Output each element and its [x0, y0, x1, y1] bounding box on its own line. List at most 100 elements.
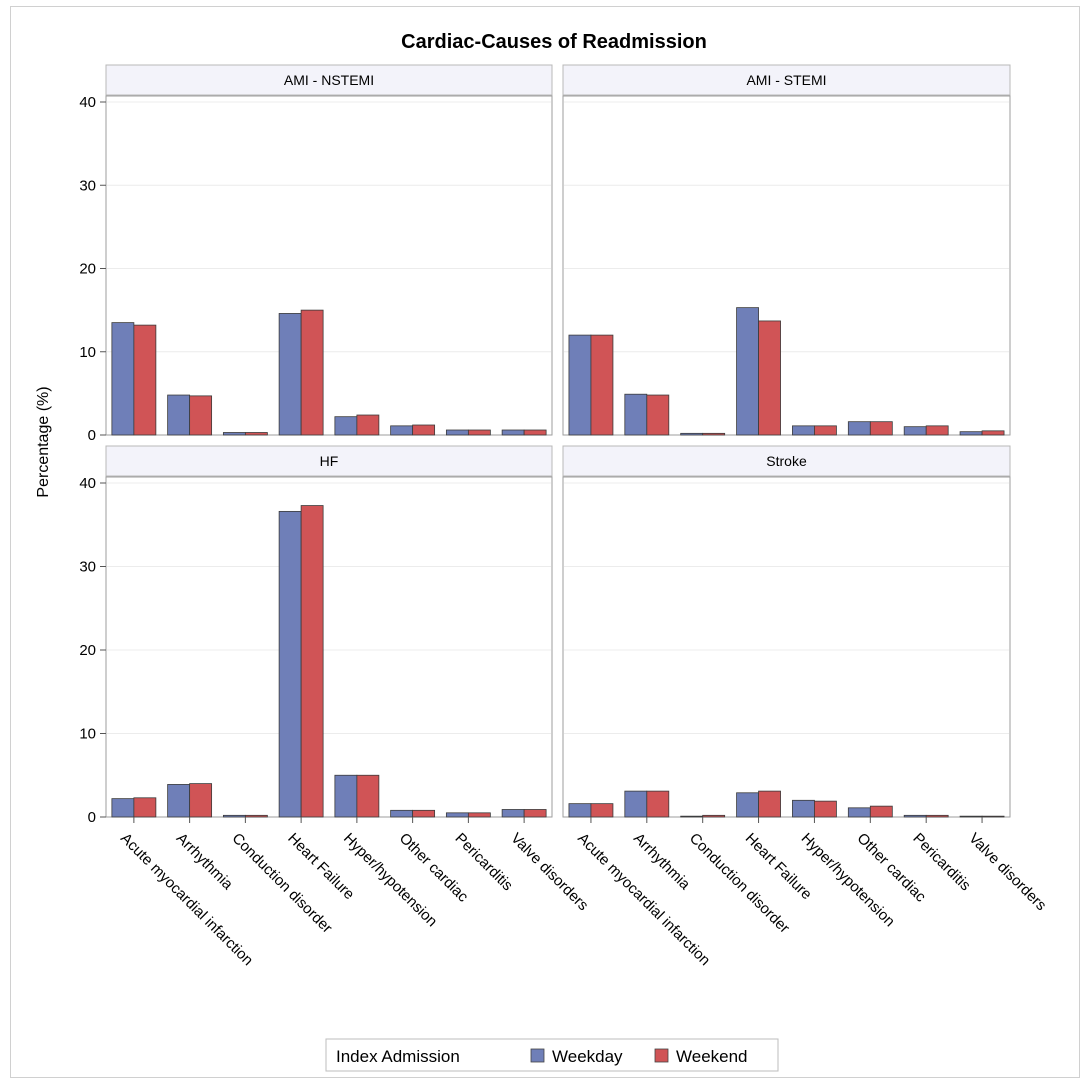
chart-title: Cardiac-Causes of Readmission — [401, 31, 707, 53]
bar-ami-stemi-valve-disorders-weekend — [981, 430, 1005, 436]
legend-border — [325, 1038, 779, 1072]
bar-stroke-arrhythmia-weekend — [646, 790, 670, 818]
y-axis-title: Percentage (%) — [35, 386, 52, 497]
bar-ami-stemi-arrhythmia-weekday — [624, 393, 648, 436]
panel-plot-area-ami-stemi — [562, 95, 1011, 436]
y-tick-label-ami-nstemi-0: 0 — [88, 427, 96, 444]
bar-ami-stemi-pericarditis-weekday — [903, 426, 927, 436]
bar-ami-stemi-acute-myocardial-infarction-weekday — [568, 334, 592, 436]
panel-plot-area-ami-nstemi — [105, 95, 553, 436]
bar-ami-nstemi-valve-disorders-weekend — [523, 429, 547, 436]
bar-hf-arrhythmia-weekend — [189, 783, 213, 818]
bar-ami-stemi-arrhythmia-weekend — [646, 394, 670, 436]
panel-stroke: Stroke — [562, 445, 1011, 823]
legend-swatch-weekend — [654, 1048, 669, 1063]
bar-ami-nstemi-other-cardiac-weekend — [412, 424, 436, 436]
panels-group: AMI - NSTEMI 0 10 20 30 40 AMI - STEMI HF 0 10 20 3… — [79, 64, 1011, 826]
y-tick-label-ami-nstemi-40: 40 — [79, 94, 96, 111]
panel-strip-label-ami-nstemi: AMI - NSTEMI — [284, 72, 374, 88]
bar-hf-pericarditis-weekend — [467, 812, 491, 818]
bar-stroke-valve-disorders-weekend — [981, 815, 1005, 818]
bar-ami-nstemi-heart-failure-weekend — [300, 309, 324, 436]
bar-ami-stemi-pericarditis-weekend — [925, 425, 949, 436]
chart-frame — [10, 6, 1080, 1078]
bar-ami-nstemi-pericarditis-weekend — [467, 429, 491, 436]
panel-plot-area-hf — [105, 476, 553, 818]
x-tick-label-stroke-valve-disorders: Valve disorders — [965, 830, 1049, 914]
legend-label-weekend: Weekend — [676, 1047, 748, 1066]
bar-hf-pericarditis-weekday — [445, 812, 469, 818]
panel-strip-label-stroke: Stroke — [766, 453, 807, 469]
bar-hf-heart-failure-weekday — [278, 510, 302, 818]
bar-ami-nstemi-pericarditis-weekday — [445, 429, 469, 436]
bar-hf-conduction-disorder-weekday — [222, 814, 246, 818]
x-tick-label-stroke-hyper-hypotension: Hyper/hypotension — [798, 830, 898, 930]
bar-ami-stemi-acute-myocardial-infarction-weekend — [590, 334, 614, 436]
bar-ami-stemi-hyper-hypotension-weekday — [792, 425, 815, 436]
bar-hf-hyper-hypotension-weekday — [334, 774, 358, 818]
bar-ami-nstemi-hyper-hypotension-weekday — [334, 416, 358, 436]
bar-hf-valve-disorders-weekend — [523, 809, 547, 818]
y-tick-label-hf-30: 30 — [79, 559, 96, 576]
x-tick-label-stroke-conduction-disorder: Conduction disorder — [686, 830, 793, 937]
bar-ami-nstemi-conduction-disorder-weekend — [244, 432, 268, 436]
panel-strip-ami-stemi — [562, 64, 1011, 96]
x-labels-group: Acute myocardial infarctionArrhythmiaCon… — [117, 830, 1050, 969]
panel-plot-area-stroke — [562, 476, 1011, 818]
y-tick-label-hf-0: 0 — [88, 809, 96, 826]
bar-hf-acute-myocardial-infarction-weekday — [111, 798, 135, 818]
bar-stroke-hyper-hypotension-weekday — [792, 799, 815, 818]
bar-stroke-conduction-disorder-weekday — [680, 815, 704, 818]
bar-ami-nstemi-arrhythmia-weekday — [167, 394, 191, 436]
y-tick-label-ami-nstemi-30: 30 — [79, 177, 96, 194]
bar-ami-nstemi-acute-myocardial-infarction-weekend — [133, 324, 157, 436]
bar-ami-stemi-other-cardiac-weekday — [847, 421, 871, 436]
y-tick-label-hf-20: 20 — [79, 642, 96, 659]
bar-stroke-other-cardiac-weekend — [869, 805, 893, 818]
legend: Index Admission Weekday Weekend — [325, 1038, 779, 1072]
legend-title: Index Admission — [336, 1047, 460, 1066]
bar-stroke-acute-myocardial-infarction-weekday — [568, 803, 592, 818]
bar-stroke-valve-disorders-weekday — [959, 815, 983, 818]
x-tick-label-hf-hyper-hypotension: Hyper/hypotension — [340, 830, 440, 930]
bar-ami-stemi-conduction-disorder-weekday — [680, 432, 704, 436]
panel-strip-label-hf: HF — [320, 453, 339, 469]
x-tick-label-hf-conduction-disorder: Conduction disorder — [229, 830, 336, 937]
bar-hf-arrhythmia-weekday — [167, 784, 191, 818]
bar-hf-conduction-disorder-weekend — [244, 814, 268, 818]
bar-stroke-hyper-hypotension-weekend — [814, 800, 837, 818]
bar-stroke-pericarditis-weekend — [925, 814, 949, 818]
y-tick-label-ami-nstemi-20: 20 — [79, 261, 96, 278]
legend-label-weekday: Weekday — [552, 1047, 623, 1066]
bar-ami-nstemi-valve-disorders-weekday — [501, 429, 525, 436]
panel-hf: HF 0 10 20 30 40 — [79, 445, 553, 826]
bar-stroke-pericarditis-weekday — [903, 814, 927, 818]
panel-strip-stroke — [562, 445, 1011, 477]
y-tick-label-ami-nstemi-10: 10 — [79, 344, 96, 361]
bar-stroke-acute-myocardial-infarction-weekend — [590, 803, 614, 818]
bar-ami-nstemi-hyper-hypotension-weekend — [356, 414, 380, 436]
bar-ami-stemi-conduction-disorder-weekend — [702, 432, 726, 436]
bar-ami-nstemi-acute-myocardial-infarction-weekday — [111, 322, 135, 436]
bar-ami-stemi-valve-disorders-weekday — [959, 431, 983, 436]
bar-stroke-heart-failure-weekend — [758, 790, 781, 818]
bar-hf-hyper-hypotension-weekend — [356, 774, 380, 818]
bar-stroke-heart-failure-weekday — [736, 792, 759, 818]
bar-hf-heart-failure-weekend — [300, 505, 324, 818]
bar-ami-nstemi-heart-failure-weekday — [278, 313, 302, 436]
bar-stroke-conduction-disorder-weekend — [702, 814, 726, 818]
bar-ami-nstemi-other-cardiac-weekday — [390, 425, 414, 436]
bar-stroke-arrhythmia-weekday — [624, 790, 648, 818]
y-tick-label-hf-40: 40 — [79, 475, 96, 492]
bar-ami-nstemi-arrhythmia-weekend — [189, 395, 213, 436]
bar-ami-stemi-heart-failure-weekday — [736, 307, 759, 436]
panel-strip-label-ami-stemi: AMI - STEMI — [746, 72, 826, 88]
bar-hf-other-cardiac-weekday — [390, 809, 414, 818]
bar-ami-nstemi-conduction-disorder-weekday — [222, 432, 246, 436]
bar-ami-stemi-hyper-hypotension-weekend — [814, 425, 837, 436]
y-tick-label-hf-10: 10 — [79, 726, 96, 743]
panel-ami-nstemi: AMI - NSTEMI 0 10 20 30 40 — [79, 64, 553, 444]
legend-swatch-weekday — [530, 1048, 545, 1063]
bar-hf-acute-myocardial-infarction-weekend — [133, 797, 157, 818]
